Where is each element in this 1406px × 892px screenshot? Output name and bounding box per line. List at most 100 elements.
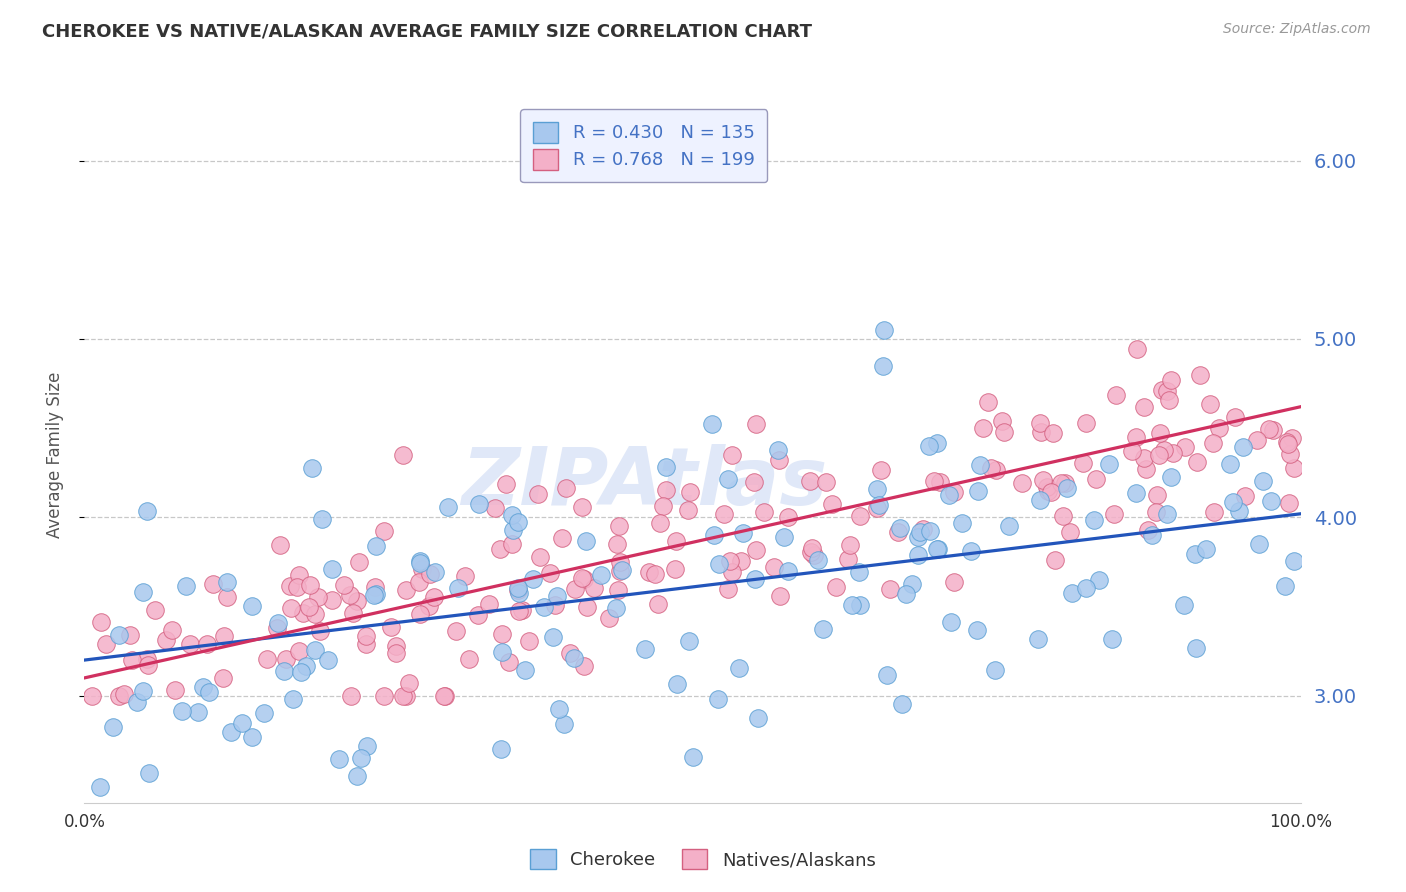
Point [179, 637, 201, 651]
Point [706, 691, 728, 706]
Point [744, 475, 766, 489]
Point [969, 458, 991, 472]
Point [887, 524, 910, 539]
Point [533, 599, 555, 614]
Point [811, 622, 834, 636]
Point [364, 587, 387, 601]
Point [135, 503, 157, 517]
Point [191, 680, 214, 694]
Point [1076, 581, 1098, 595]
Point [1036, 480, 1059, 494]
Point [291, 607, 314, 621]
Point [848, 508, 870, 523]
Point [240, 731, 263, 745]
Point [558, 646, 581, 660]
Point [301, 461, 323, 475]
Point [1054, 475, 1077, 490]
Point [280, 601, 302, 615]
Point [870, 463, 893, 477]
Point [513, 663, 536, 677]
Point [458, 652, 481, 666]
Point [107, 689, 129, 703]
Point [927, 436, 949, 450]
Point [1029, 492, 1052, 507]
Point [501, 537, 523, 551]
Point [495, 477, 517, 491]
Point [212, 671, 235, 685]
Point [195, 637, 218, 651]
Point [143, 603, 166, 617]
Point [1258, 422, 1281, 436]
Point [519, 634, 541, 648]
Point [575, 599, 598, 614]
Point [634, 641, 657, 656]
Point [1219, 457, 1241, 471]
Point [678, 634, 700, 648]
Point [423, 590, 446, 604]
Point [1282, 554, 1305, 568]
Point [939, 615, 962, 630]
Point [598, 611, 620, 625]
Point [651, 499, 673, 513]
Text: Source: ZipAtlas.com: Source: ZipAtlas.com [1223, 22, 1371, 37]
Point [491, 627, 513, 641]
Point [665, 533, 688, 548]
Point [1150, 383, 1173, 397]
Point [392, 448, 415, 462]
Point [219, 725, 242, 739]
Point [508, 586, 530, 600]
Point [837, 551, 859, 566]
Point [747, 711, 769, 725]
Point [508, 604, 530, 618]
Point [316, 653, 339, 667]
Point [728, 661, 751, 675]
Point [112, 687, 135, 701]
Point [993, 425, 1015, 440]
Point [1277, 437, 1299, 451]
Point [309, 624, 332, 639]
Point [1036, 483, 1059, 498]
Point [607, 519, 630, 533]
Point [901, 576, 924, 591]
Point [321, 561, 343, 575]
Point [803, 548, 825, 562]
Point [1234, 489, 1257, 503]
Point [1278, 447, 1301, 461]
Point [108, 628, 131, 642]
Point [287, 644, 309, 658]
Point [702, 417, 724, 431]
Point [444, 624, 467, 639]
Point [966, 624, 988, 638]
Point [582, 581, 605, 595]
Point [650, 516, 672, 530]
Point [1261, 423, 1284, 437]
Point [1187, 455, 1209, 469]
Point [752, 505, 775, 519]
Point [288, 568, 311, 582]
Point [1144, 505, 1167, 519]
Point [522, 572, 544, 586]
Point [574, 572, 596, 586]
Point [294, 659, 316, 673]
Point [1281, 431, 1303, 445]
Point [841, 599, 863, 613]
Point [912, 522, 935, 536]
Point [1062, 586, 1084, 600]
Point [718, 554, 741, 568]
Point [762, 559, 785, 574]
Point [89, 780, 111, 795]
Point [721, 448, 744, 462]
Point [1140, 527, 1163, 541]
Point [385, 646, 408, 660]
Point [814, 475, 837, 489]
Point [285, 580, 308, 594]
Point [717, 472, 740, 486]
Point [1056, 482, 1078, 496]
Point [453, 569, 475, 583]
Point [276, 651, 298, 665]
Point [501, 508, 523, 523]
Point [1251, 475, 1274, 489]
Point [392, 689, 415, 703]
Point [425, 565, 447, 579]
Point [1040, 484, 1063, 499]
